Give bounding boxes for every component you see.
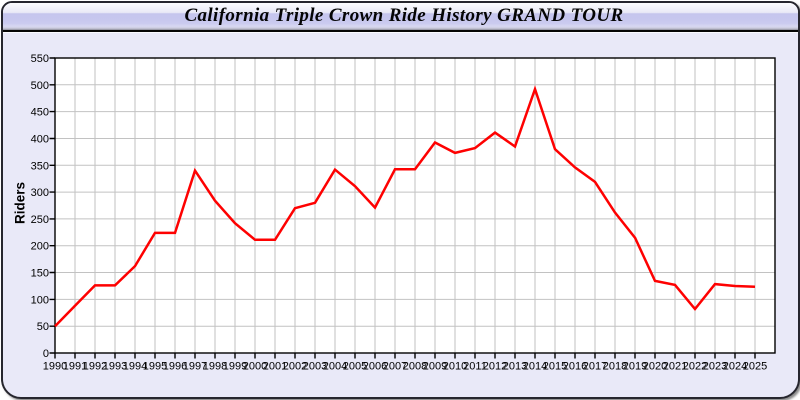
svg-text:1999: 1999 [223,360,247,372]
svg-text:1991: 1991 [63,360,87,372]
svg-text:150: 150 [31,268,49,280]
svg-text:2023: 2023 [703,360,727,372]
svg-text:2002: 2002 [283,360,307,372]
svg-text:1995: 1995 [143,360,167,372]
svg-text:2018: 2018 [603,360,627,372]
svg-text:2001: 2001 [263,360,287,372]
svg-text:2000: 2000 [243,360,267,372]
svg-text:250: 250 [31,214,49,226]
svg-text:2019: 2019 [623,360,647,372]
svg-text:2005: 2005 [343,360,367,372]
svg-text:2010: 2010 [443,360,467,372]
svg-text:100: 100 [31,294,49,306]
svg-text:300: 300 [31,187,49,199]
svg-text:350: 350 [31,160,49,172]
svg-text:2024: 2024 [723,360,747,372]
svg-text:2013: 2013 [503,360,527,372]
svg-text:1997: 1997 [183,360,207,372]
svg-text:1992: 1992 [83,360,107,372]
svg-text:2012: 2012 [483,360,507,372]
svg-text:400: 400 [31,134,49,146]
svg-text:2007: 2007 [383,360,407,372]
svg-text:2011: 2011 [463,360,487,372]
svg-text:450: 450 [31,107,49,119]
svg-text:Riders: Riders [13,182,28,224]
svg-text:2008: 2008 [403,360,427,372]
svg-text:2021: 2021 [663,360,687,372]
svg-text:2022: 2022 [683,360,707,372]
svg-text:1998: 1998 [203,360,227,372]
svg-text:2015: 2015 [543,360,567,372]
svg-text:500: 500 [31,80,49,92]
svg-text:2006: 2006 [363,360,387,372]
svg-text:0: 0 [43,348,49,360]
svg-text:2014: 2014 [523,360,547,372]
svg-text:1994: 1994 [123,360,147,372]
svg-text:2016: 2016 [563,360,587,372]
svg-text:2020: 2020 [643,360,667,372]
svg-text:1990: 1990 [43,360,67,372]
svg-text:1996: 1996 [163,360,187,372]
svg-text:550: 550 [31,53,49,65]
svg-text:2025: 2025 [743,360,767,372]
svg-text:2017: 2017 [583,360,607,372]
svg-text:50: 50 [37,321,49,333]
svg-text:2004: 2004 [323,360,347,372]
svg-text:2009: 2009 [423,360,447,372]
svg-text:200: 200 [31,241,49,253]
svg-text:2003: 2003 [303,360,327,372]
svg-text:1993: 1993 [103,360,127,372]
